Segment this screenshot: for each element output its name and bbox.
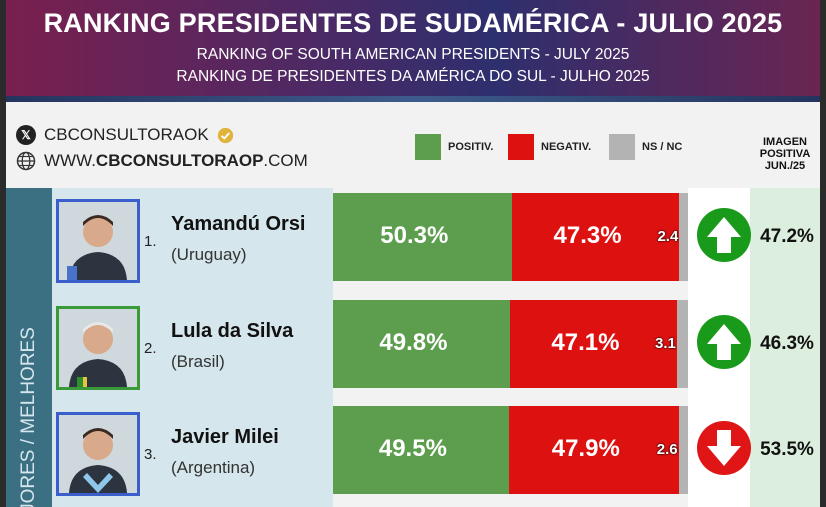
legend-ns-label: NS / NC — [642, 141, 683, 153]
legend-negative-label: NEGATIV. — [541, 141, 592, 153]
ns-segment — [676, 300, 688, 388]
negative-value: 47.3% — [553, 222, 622, 249]
president-name: Javier Milei — [171, 426, 279, 448]
table-row: 1. Yamandú Orsi (Uruguay) 50.3% 47.3% 2.4 47.2… — [6, 193, 820, 283]
president-name: Yamandú Orsi — [171, 213, 306, 235]
image-header-line1: IMAGEN — [763, 136, 807, 148]
infographic: RANKING PRESIDENTES DE SUDAMÉRICA - JULI… — [6, 0, 820, 507]
image-column — [750, 188, 820, 507]
arrow-down-icon — [696, 420, 752, 476]
globe-icon — [16, 151, 36, 171]
president-country: (Brasil) — [171, 352, 225, 371]
positive-segment — [333, 193, 512, 281]
president-country: (Argentina) — [171, 458, 256, 477]
negative-segment — [509, 300, 677, 388]
website-text: WWW.CBCONSULTORAOP.COM — [44, 151, 308, 171]
left-edge — [0, 0, 6, 507]
page-title: RANKING PRESIDENTES DE SUDAMÉRICA - JULI… — [43, 8, 783, 38]
subtitle-portuguese: RANKING DE PRESIDENTES DA AMÉRICA DO SUL… — [176, 68, 650, 85]
legend-ns: NS / NC — [609, 134, 682, 160]
portrait-image — [59, 415, 137, 493]
legend-positive: POSITIV. — [415, 134, 493, 160]
subtitle-english: RANKING OF SOUTH AMERICAN PRESIDENTS - J… — [196, 46, 630, 63]
positive-value: 50.3% — [380, 222, 449, 249]
table-row: 2. Lula da Silva (Brasil) 49.8% 47.1% 3.1 46.3… — [6, 300, 820, 390]
legend-negative-swatch — [508, 134, 534, 160]
arrow-up-icon — [696, 314, 752, 370]
president-country: (Uruguay) — [171, 245, 247, 264]
president-name: Lula da Silva — [171, 320, 294, 342]
rank-number: 1. — [144, 233, 157, 250]
positive-value: 49.5% — [378, 435, 447, 462]
right-edge — [820, 0, 826, 507]
negative-value: 47.1% — [551, 329, 620, 356]
ns-value: 2.6 — [656, 441, 678, 458]
header-divider — [6, 96, 820, 102]
positive-value: 49.8% — [379, 329, 448, 356]
verified-badge-icon — [217, 127, 233, 143]
website-prefix: WWW. — [44, 151, 96, 170]
positive-segment — [333, 406, 509, 494]
ns-segment — [678, 406, 688, 494]
image-header-line3: JUN./25 — [764, 160, 806, 172]
approval-bar: 49.5% 47.9% 2.6 — [333, 406, 688, 494]
image-header-line2: POSITIVA — [759, 148, 811, 160]
legend-positive-label: POSITIV. — [448, 141, 494, 153]
side-band — [6, 188, 52, 507]
rank-number: 3. — [144, 446, 157, 463]
previous-image-value: 46.3% — [760, 333, 814, 354]
approval-bar: 50.3% 47.3% 2.4 — [333, 193, 688, 281]
negative-value: 47.9% — [551, 435, 620, 462]
image-column-header: IMAGEN POSITIVA JUN./25 — [750, 136, 820, 172]
previous-image-value: 53.5% — [760, 439, 814, 460]
arrow-up-icon — [696, 207, 752, 263]
ns-value: 2.4 — [657, 228, 679, 245]
website: WWW.CBCONSULTORAOP.COM — [16, 150, 308, 172]
approval-bar: 49.8% 47.1% 3.1 — [333, 300, 688, 388]
table-row: 3. Javier Milei (Argentina) 49.5% 47.9% 2.6 53… — [6, 406, 820, 496]
positive-segment — [333, 300, 510, 388]
portrait-image — [59, 202, 137, 280]
social-handle: 𝕏 CBCONSULTORAOK — [16, 124, 234, 146]
president-portrait — [56, 199, 140, 283]
portrait-image — [59, 309, 137, 387]
x-logo-icon: 𝕏 — [16, 125, 36, 145]
president-portrait — [56, 412, 140, 496]
handle-text: CBCONSULTORAOK — [44, 125, 209, 144]
ns-segment — [679, 193, 688, 281]
legend-positive-swatch — [415, 134, 441, 160]
legend-negative: NEGATIV. — [508, 134, 591, 160]
website-suffix: .COM — [263, 151, 308, 170]
header-banner: RANKING PRESIDENTES DE SUDAMÉRICA - JULI… — [6, 0, 820, 100]
negative-segment — [511, 193, 680, 281]
website-domain: CBCONSULTORAOP — [95, 151, 264, 170]
previous-image-value: 47.2% — [760, 226, 814, 247]
rank-number: 2. — [144, 340, 157, 357]
negative-segment — [508, 406, 679, 494]
president-portrait — [56, 306, 140, 390]
ns-value: 3.1 — [654, 335, 676, 352]
legend-ns-swatch — [609, 134, 635, 160]
